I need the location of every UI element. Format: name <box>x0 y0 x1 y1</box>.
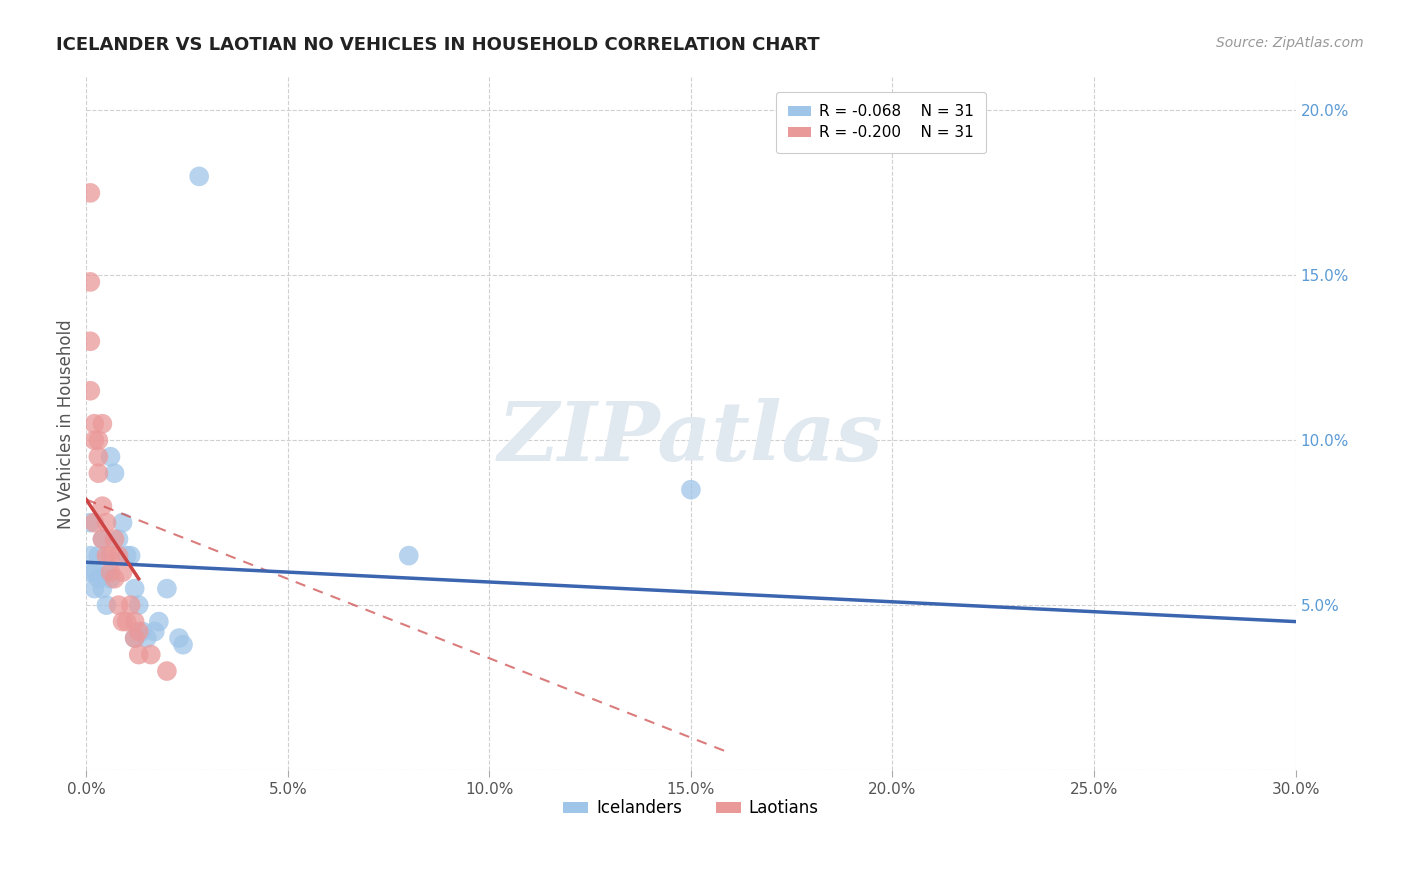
Point <box>103 466 125 480</box>
Legend: Icelanders, Laotians: Icelanders, Laotians <box>557 793 825 824</box>
Point <box>96 549 118 563</box>
Point <box>87 549 110 563</box>
Point <box>111 565 134 579</box>
Point <box>156 664 179 678</box>
Point <box>79 516 101 530</box>
Point <box>128 624 150 639</box>
Point <box>103 532 125 546</box>
Point <box>139 648 162 662</box>
Point <box>91 417 114 431</box>
Point <box>87 572 110 586</box>
Point <box>124 582 146 596</box>
Point <box>148 615 170 629</box>
Point <box>87 434 110 448</box>
Point <box>120 598 142 612</box>
Point <box>111 516 134 530</box>
Point <box>124 631 146 645</box>
Point <box>398 549 420 563</box>
Point <box>100 565 122 579</box>
Point <box>124 615 146 629</box>
Point <box>83 582 105 596</box>
Point <box>79 549 101 563</box>
Point <box>132 624 155 639</box>
Point <box>111 615 134 629</box>
Point <box>156 582 179 596</box>
Point <box>124 631 146 645</box>
Point <box>91 532 114 546</box>
Point <box>87 450 110 464</box>
Point <box>96 598 118 612</box>
Point <box>107 549 129 563</box>
Y-axis label: No Vehicles in Household: No Vehicles in Household <box>58 319 75 529</box>
Point <box>96 516 118 530</box>
Point <box>83 417 105 431</box>
Point <box>167 631 190 645</box>
Point <box>83 565 105 579</box>
Point <box>79 565 101 579</box>
Text: ZIPatlas: ZIPatlas <box>498 398 884 477</box>
Point <box>79 186 101 200</box>
Point <box>79 275 101 289</box>
Point <box>91 582 114 596</box>
Point <box>107 598 129 612</box>
Point <box>100 572 122 586</box>
Point <box>188 169 211 184</box>
Point <box>79 334 101 349</box>
Text: ICELANDER VS LAOTIAN NO VEHICLES IN HOUSEHOLD CORRELATION CHART: ICELANDER VS LAOTIAN NO VEHICLES IN HOUS… <box>56 36 820 54</box>
Point <box>83 434 105 448</box>
Point <box>128 648 150 662</box>
Point <box>135 631 157 645</box>
Point <box>79 384 101 398</box>
Point <box>107 532 129 546</box>
Point <box>172 638 194 652</box>
Point <box>91 499 114 513</box>
Point <box>120 549 142 563</box>
Point <box>87 466 110 480</box>
Point <box>103 572 125 586</box>
Point <box>679 483 702 497</box>
Point <box>83 516 105 530</box>
Point <box>115 549 138 563</box>
Point <box>91 532 114 546</box>
Point <box>128 598 150 612</box>
Text: Source: ZipAtlas.com: Source: ZipAtlas.com <box>1216 36 1364 50</box>
Point <box>96 565 118 579</box>
Point <box>143 624 166 639</box>
Point <box>100 450 122 464</box>
Point <box>100 549 122 563</box>
Point <box>115 615 138 629</box>
